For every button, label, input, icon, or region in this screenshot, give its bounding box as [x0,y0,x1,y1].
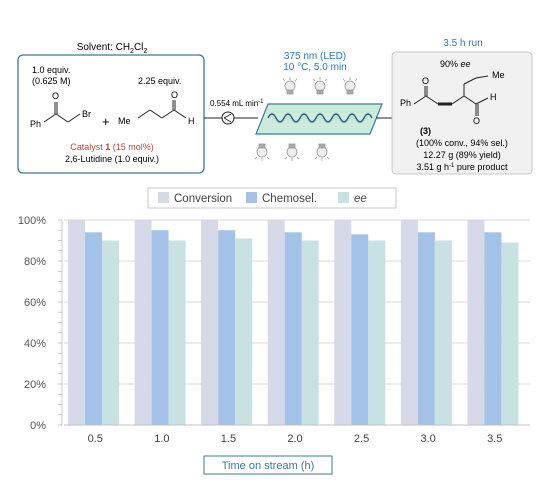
product-me: Me [492,70,505,80]
legend-box [147,187,397,209]
bar-chemosel [218,230,236,425]
bar-conversion [201,220,219,425]
y-tick-label: 100% [18,215,46,227]
bar-conversion [267,220,285,425]
x-tick-label: 1.0 [154,433,169,445]
reagent2-o: O [171,90,178,100]
legend-label: ee [354,193,367,205]
chart-bars [68,220,519,425]
legend-swatch [158,192,169,203]
bar-conversion [334,220,352,425]
reaction-scheme: Solvent: CH2Cl2 1.0 equiv. (0.625 M) Ph … [17,38,533,175]
time-on-stream-bar-chart: Conversion Chemosel. ee 0% 20% 40% 60% 80% 100%… [18,187,530,475]
reagents-box [17,54,205,174]
product-box [391,51,533,175]
product-structure [413,75,489,116]
x-tick-label: 2.0 [287,433,302,445]
conditions-label: 10 °C, 5.0 min [283,62,346,73]
product-number: (3) [420,126,431,136]
y-tick-label: 0% [30,420,46,432]
y-tick-label: 20% [24,379,46,391]
plus-sign: + [102,114,110,129]
reagent1-o: O [52,91,59,101]
reagent2-equiv: 2.25 equiv. [138,76,181,86]
bar-conversion [467,220,485,425]
bar-ee [168,240,186,425]
product-h: H [490,92,497,102]
product-o1: O [422,76,429,86]
lutidine-label: 2,6-Lutidine (1.0 equiv.) [65,154,159,164]
y-tick-label: 40% [24,338,46,350]
product-result-yield: 12.27 g (89% yield) [423,150,501,160]
x-axis-title: Time on stream (h) [222,460,315,472]
bar-chemosel [417,232,435,425]
bar-chemosel [351,234,369,425]
bar-chemosel [284,232,302,425]
bar-ee [501,242,519,425]
x-tick-label: 1.5 [221,433,236,445]
catalyst-label: Catalyst 1 (15 mol%) [70,142,154,152]
butanal-structure [137,100,187,119]
reagent1-equiv: 1.0 equiv. [32,65,70,75]
x-axis: 0.5 1.0 1.5 2.0 2.5 3.0 3.5 [64,424,530,445]
pump-icon [221,111,235,125]
flow-rate-label: 0.554 mL min-1 [210,99,264,108]
reagent1-ph: Ph [30,119,41,129]
reagent2-me: Me [118,116,131,126]
reagent1-concentration: (0.625 M) [32,76,71,86]
product-result-productivity: 3.51 g h-1 pure product [417,162,508,172]
reagent1-br: Br [82,109,91,119]
light-source-label: 375 nm (LED) [284,51,346,62]
reagent2-h: H [188,116,195,126]
bar-conversion [68,220,85,425]
bar-conversion [400,220,418,425]
product-ee: 90% ee [440,59,471,69]
bar-ee [368,240,386,425]
flow-reactor-icon [255,103,383,135]
bar-conversion [134,220,152,425]
led-bulbs-top [282,77,358,95]
x-tick-label: 3.0 [420,433,435,445]
bar-ee [301,240,319,425]
bromoacetophenone-structure [43,102,81,123]
legend-swatch [246,192,257,203]
product-o2: O [473,116,480,126]
solvent-label: Solvent: CH2Cl2 [77,42,148,55]
bar-chemosel [484,232,502,425]
x-tick-label: 0.5 [88,433,103,445]
bar-ee [434,240,452,425]
y-tick-label: 80% [24,256,46,268]
bar-ee [102,240,119,425]
legend-swatch [338,192,349,203]
chart-legend: Conversion Chemosel. ee [147,187,397,209]
run-duration-label: 3.5 h run [443,38,482,49]
legend-label: Conversion [174,193,232,205]
product-result-conversion: (100% conv., 94% sel.) [416,138,508,148]
y-axis: 0% 20% 40% 60% 80% 100% [18,215,63,432]
y-tick-label: 60% [24,297,46,309]
x-tick-label: 2.5 [354,433,369,445]
led-bulbs-bottom [254,143,330,161]
x-tick-label: 3.5 [487,433,502,445]
bar-chemosel [85,232,102,425]
product-ph: Ph [400,98,411,108]
x-axis-title-box [203,455,333,475]
legend-label: Chemosel. [262,193,317,205]
bar-ee [235,238,253,425]
bar-chemosel [151,230,169,425]
